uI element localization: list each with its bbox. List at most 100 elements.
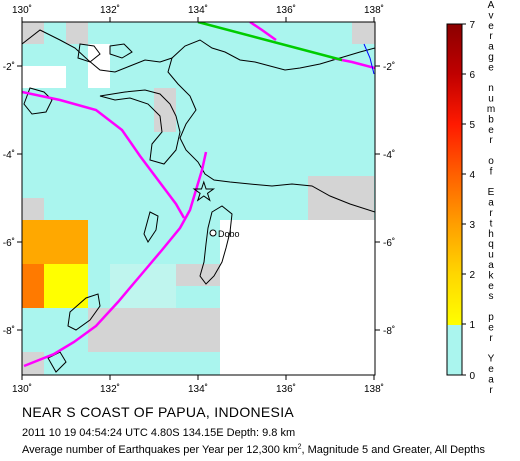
- coastline-papua-south: [167, 57, 375, 213]
- caption-suffix: , Magnitude 5 and Greater, All Depths: [301, 444, 485, 456]
- x-tick-labels-top: 130˚ 132˚ 134˚ 136˚ 138˚: [12, 4, 384, 16]
- grid-cell-yellow: [44, 264, 88, 308]
- legend-title-char: m: [487, 104, 495, 115]
- legend-title-char: k: [489, 270, 495, 281]
- legend-title-char: u: [488, 250, 494, 261]
- x-tick-label: 132˚: [100, 383, 120, 395]
- legend-title-char: t: [490, 218, 493, 229]
- legend-title-char: b: [488, 114, 494, 125]
- legend-tick-label: 5: [469, 120, 475, 131]
- legend-title-char: e: [488, 322, 494, 333]
- y-tick-label: -6˚: [3, 237, 15, 249]
- legend-title-char: e: [488, 62, 494, 73]
- y-tick-label: -8˚: [3, 325, 15, 337]
- city-label-dobo: Dobo: [218, 229, 240, 239]
- river: [363, 43, 375, 75]
- grid-cell-gray: [88, 308, 220, 352]
- grid-no-data-area: [220, 220, 375, 375]
- y-tick-label: -4˚: [383, 149, 395, 161]
- grid-cell-gray: [176, 264, 220, 286]
- grid-cell-gray: [154, 88, 176, 132]
- tick-marks: [17, 17, 380, 380]
- legend-tick-label: 3: [469, 220, 475, 231]
- x-tick-label: 136˚: [276, 383, 296, 395]
- legend-tick-label: 2: [469, 270, 475, 281]
- legend-title-char: q: [488, 239, 494, 250]
- legend-title-char: e: [488, 21, 494, 32]
- legend-title-char: a: [488, 42, 494, 53]
- legend-title-char: h: [488, 229, 494, 240]
- legend-tick-label: 6: [469, 70, 475, 81]
- legend-title-char: r: [489, 385, 493, 396]
- x-tick-label: 138˚: [364, 4, 384, 16]
- legend-title-char: a: [488, 260, 494, 271]
- grid-cell-gray: [22, 22, 44, 44]
- legend-title-char: E: [488, 187, 495, 198]
- caption-prefix: Average number of Earthquakes per Year p…: [22, 444, 298, 456]
- y-tick-labels-right: -2˚ -4˚ -6˚ -8˚: [383, 61, 395, 337]
- x-tick-label: 138˚: [364, 383, 384, 395]
- grid-cell-empty: [88, 44, 110, 88]
- legend-title-char: o: [488, 156, 494, 167]
- legend-title-char: r: [489, 31, 493, 42]
- plate-boundary-seram: [22, 90, 186, 219]
- coastline-island: [109, 43, 133, 59]
- x-tick-labels-bottom: 130˚ 132˚ 134˚ 136˚ 138˚: [12, 383, 384, 395]
- x-tick-label: 136˚: [276, 4, 296, 16]
- legend-title-char: f: [490, 166, 493, 177]
- legend-title-char: e: [488, 364, 494, 375]
- grid-cell-gray: [66, 22, 88, 44]
- legend-title-char: n: [488, 83, 494, 94]
- x-tick-label: 134˚: [188, 4, 208, 16]
- coastline-island: [77, 43, 101, 63]
- coastline-tanimbar: [67, 293, 101, 331]
- legend-tick-marks: [462, 23, 466, 376]
- legend-title-char: g: [488, 52, 494, 63]
- coastline-papua-north: [22, 29, 375, 73]
- city-dot-dobo: [209, 229, 217, 237]
- map-caption: Average number of Earthquakes per Year p…: [22, 443, 485, 456]
- legend-title-char: s: [489, 291, 494, 302]
- fault-line-green: [197, 22, 343, 62]
- legend-tick-label: 7: [469, 20, 475, 31]
- legend-tick-labels: 7 6 5 4 3 2 1 0: [469, 20, 475, 382]
- y-tick-label: -6˚: [383, 237, 395, 249]
- y-tick-label: -4˚: [3, 149, 15, 161]
- x-tick-label: 130˚: [12, 4, 32, 16]
- grid-cell-amber: [44, 220, 88, 264]
- legend-title-char: e: [488, 125, 494, 136]
- legend-tick-label: 4: [469, 170, 475, 181]
- legend-title-char: r: [489, 333, 493, 344]
- map-area: Dobo: [22, 22, 375, 375]
- coastline-island: [23, 87, 53, 115]
- y-tick-label: -8˚: [383, 325, 395, 337]
- seismicity-grid: [22, 22, 375, 375]
- legend-title-char: p: [488, 312, 494, 323]
- legend-title-char: r: [489, 135, 493, 146]
- legend-title-char: Y: [488, 354, 495, 365]
- grid-cell-gray: [352, 22, 375, 44]
- legend-title-char: r: [489, 208, 493, 219]
- y-tick-labels-left: -2˚ -4˚ -6˚ -8˚: [3, 61, 15, 337]
- event-details: 2011 10 19 04:54:24 UTC 4.80S 134.15E De…: [22, 427, 296, 439]
- legend-title-char: v: [489, 10, 494, 21]
- legend-title-char: u: [488, 94, 494, 105]
- coastline-bomberai: [99, 89, 181, 165]
- caption-superscript: 2: [297, 443, 302, 451]
- legend-tick-label: 0: [469, 371, 475, 382]
- x-tick-label: 132˚: [100, 4, 120, 16]
- legend-title-char: a: [488, 198, 494, 209]
- y-tick-label: -2˚: [3, 61, 15, 73]
- legend: 7 6 5 4 3 2 1 0 AveragenumberofEarthquak…: [446, 0, 495, 396]
- legend-title-char: A: [488, 0, 495, 11]
- grid-cell-gray: [22, 198, 44, 220]
- grid-cell-gray: [308, 176, 374, 220]
- grid-cell-amber: [22, 220, 44, 264]
- legend-tick-label: 1: [469, 320, 475, 331]
- plate-boundary-north: [249, 22, 277, 42]
- x-tick-label: 130˚: [12, 383, 32, 395]
- epicenter-star: [192, 180, 216, 202]
- coastlines: [22, 29, 375, 373]
- coastline-kai-islands: [143, 211, 159, 243]
